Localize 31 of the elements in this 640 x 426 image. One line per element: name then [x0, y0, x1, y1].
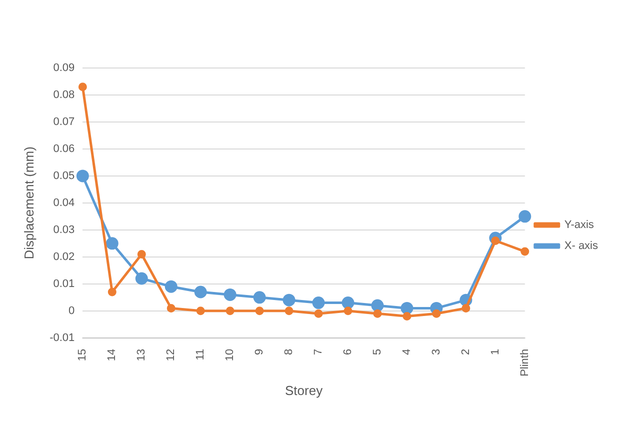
x-tick-label: 13 [136, 348, 148, 362]
y-tick-label: 0.09 [53, 62, 75, 74]
y-tick-label: 0.05 [53, 170, 75, 182]
x-axis-title: Storey [284, 382, 324, 398]
y-tick-label: 0 [68, 304, 75, 317]
x-tick-label: 6 [342, 348, 354, 356]
y-tick-label: 0.04 [53, 196, 75, 209]
legend-label: Y-axis [564, 219, 594, 232]
x-tick-label: 10 [224, 348, 236, 362]
x-tick-label: 4 [400, 348, 413, 356]
y-tick-label: -0.01 [50, 332, 75, 344]
x-tick-label: 3 [430, 348, 442, 356]
x-tick-label: 15 [76, 348, 89, 362]
y-tick-label: 0.03 [53, 224, 75, 236]
x-tick-label: 5 [372, 348, 384, 356]
x-tick-label: 8 [283, 348, 296, 356]
x-tick-label: 2 [460, 348, 472, 356]
y-tick-label: 0.07 [53, 116, 75, 128]
x-tick-label: 12 [165, 348, 178, 362]
x-tick-label: Plinth [518, 348, 531, 376]
x-tick-label: 14 [106, 348, 118, 362]
y-tick-label: 0.01 [53, 278, 75, 290]
y-tick-label: 0.08 [53, 89, 75, 102]
x-tick-label: 1 [489, 348, 502, 356]
y-axis-title: Displacement (mm) [21, 146, 36, 260]
x-tick-label: 7 [312, 348, 325, 356]
x-tick-label: 11 [194, 348, 207, 360]
y-tick-label: 0.06 [53, 142, 75, 155]
y-tick-label: 0.02 [53, 250, 75, 263]
x-tick-label: 9 [254, 348, 266, 356]
legend-label: X- axis [564, 240, 598, 252]
